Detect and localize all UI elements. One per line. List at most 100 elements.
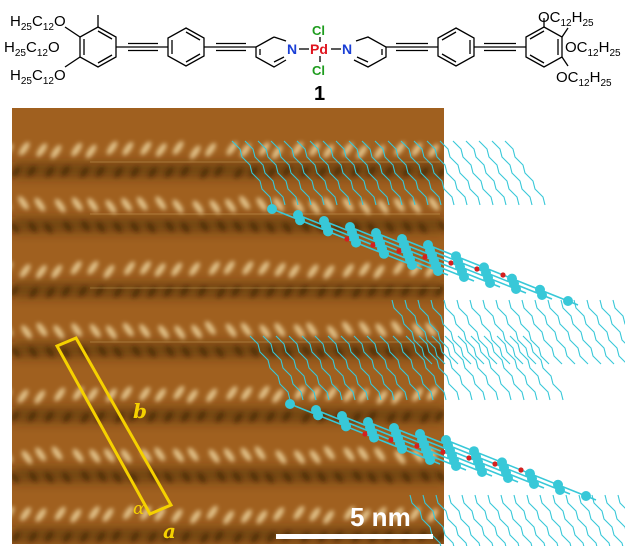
stm-bright-spot	[51, 264, 63, 279]
palladium-site	[518, 467, 524, 473]
stm-dark-spot	[234, 345, 243, 357]
stm-dark-spot	[27, 165, 36, 177]
stm-bright-spot	[307, 264, 319, 278]
palladium-site	[370, 242, 376, 248]
stm-bright-spot	[323, 510, 334, 525]
stm-bright-spot	[241, 509, 252, 524]
alkyl-chain	[496, 335, 538, 401]
stm-bright-spot	[205, 142, 216, 157]
aromatic-ring	[497, 457, 507, 468]
aromatic-ring	[563, 296, 573, 306]
stm-dark-spot	[217, 220, 226, 232]
stm-bright-spot	[106, 141, 118, 155]
stm-bright-spot	[36, 143, 48, 157]
alkyl-chain	[478, 140, 520, 206]
stm-bright-spot	[272, 389, 284, 403]
stm-dark-spot	[199, 346, 208, 357]
stm-dark-spot	[385, 221, 395, 233]
stm-bright-spot	[154, 263, 166, 277]
stm-bright-spot	[373, 265, 385, 279]
stm-bright-spot	[206, 388, 217, 403]
stm-bright-spot	[223, 448, 235, 462]
stm-dark-spot	[164, 472, 173, 483]
alkyl-chain	[327, 335, 369, 401]
alkyl-chain	[348, 140, 390, 206]
alkyl-chain	[508, 299, 550, 365]
stm-bright-spot	[19, 264, 31, 278]
aromatic-ring	[479, 262, 489, 273]
palladium-site	[466, 455, 472, 461]
molecular-model-overlay	[231, 140, 625, 546]
stm-bright-spot	[34, 197, 46, 212]
alkyl-chain	[288, 335, 330, 401]
alkyl-chain	[483, 335, 525, 401]
alkyl-chain	[452, 140, 494, 206]
stm-bright-spot	[190, 510, 201, 524]
stm-bright-spot	[309, 449, 321, 464]
right-phenylene	[437, 27, 475, 67]
stm-dark-spot	[402, 411, 411, 422]
stm-bright-spot	[35, 447, 46, 462]
stm-bright-spot	[428, 143, 439, 158]
stm-dark-spot	[352, 412, 361, 423]
stm-dark-spot	[232, 471, 242, 483]
stm-dark-spot	[61, 165, 70, 177]
stm-bright-spot	[89, 449, 101, 463]
stm-dark-spot	[250, 532, 260, 544]
stm-dark-spot	[113, 286, 123, 298]
stm-dark-spot	[45, 346, 55, 358]
stm-dark-spot	[197, 472, 206, 484]
stm-bright-spot	[139, 386, 151, 401]
stm-bright-spot	[344, 506, 355, 521]
stm-dark-spot	[113, 346, 123, 358]
stm-dark-spot	[96, 166, 105, 177]
right-substituent-bottom: OC12H25	[556, 69, 612, 89]
stm-dark-spot	[283, 472, 292, 483]
stm-bright-spot	[324, 446, 335, 460]
alkyl-chain	[283, 140, 325, 206]
right-substituent-top: OC12H25	[538, 9, 594, 29]
stm-dark-spot	[80, 166, 89, 178]
stm-bright-spot	[256, 197, 268, 212]
right-alkyne-bridge-2	[474, 42, 526, 52]
stm-dark-spot	[29, 471, 38, 483]
lattice-a-label: a	[163, 519, 176, 543]
stm-bright-spot	[226, 141, 238, 156]
stm-dark-spot	[266, 411, 275, 422]
stm-bright-spot	[71, 142, 82, 157]
stm-bright-spot	[191, 324, 202, 339]
stm-dark-spot	[316, 347, 325, 359]
alkyl-chain	[469, 299, 511, 365]
stm-bright-spot	[240, 447, 252, 462]
stm-bright-spot	[393, 198, 405, 212]
palladium-site	[440, 449, 446, 455]
alkyl-chain	[353, 335, 395, 401]
aromatic-ring	[469, 446, 479, 457]
stm-scan-streaks	[90, 161, 440, 343]
alkyl-chain	[387, 140, 429, 206]
stm-bright-spot	[121, 197, 132, 212]
stm-dark-spot	[333, 165, 343, 177]
stm-bright-spot	[189, 145, 201, 160]
aromatic-ring	[293, 210, 303, 220]
stm-dark-spot	[301, 412, 311, 424]
stm-bright-spots	[12, 140, 444, 544]
stm-dark-band	[12, 407, 444, 423]
alkyl-chain	[431, 335, 473, 401]
stm-dark-spot	[300, 166, 310, 178]
stm-dark-spot	[163, 530, 172, 542]
stm-bright-spot	[120, 449, 132, 463]
alkyl-chain	[457, 335, 499, 401]
stm-bright-spot	[35, 508, 47, 522]
stm-dark-spot	[164, 286, 173, 297]
alkyl-chain	[526, 494, 559, 546]
left-phenylene	[167, 27, 205, 67]
stm-dark-spot	[418, 286, 428, 297]
stm-bright-spot	[342, 197, 354, 212]
stm-dark-spot	[215, 411, 225, 423]
stm-dark-spot	[45, 166, 55, 178]
stm-dark-spot	[233, 532, 243, 543]
alkyl-chain	[604, 494, 625, 530]
alkyl-chain	[513, 494, 546, 546]
alkyl-chain	[482, 299, 524, 365]
